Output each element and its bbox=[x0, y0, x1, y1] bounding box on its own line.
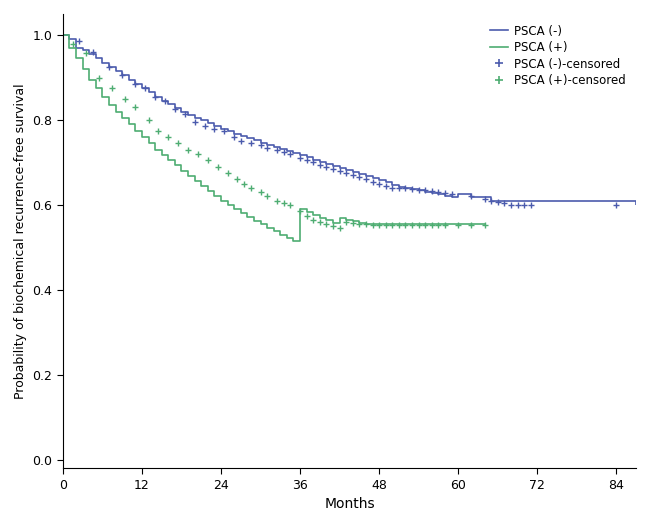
Y-axis label: Probability of biochemical recurrence-free survival: Probability of biochemical recurrence-fr… bbox=[14, 83, 27, 399]
X-axis label: Months: Months bbox=[324, 497, 375, 511]
Legend: PSCA (-), PSCA (+), PSCA (-)-censored, PSCA (+)-censored: PSCA (-), PSCA (+), PSCA (-)-censored, P… bbox=[486, 20, 630, 92]
